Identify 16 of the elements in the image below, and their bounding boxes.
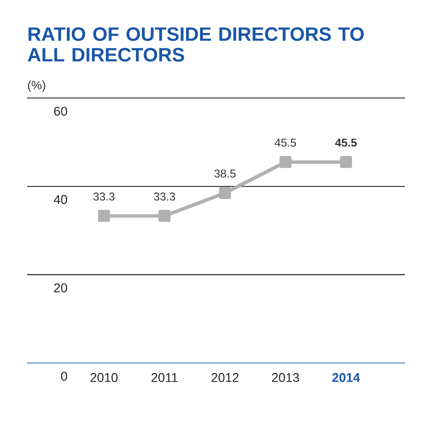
x-tick-label: 2011	[152, 373, 178, 382]
data-label: 45.5	[274, 138, 296, 147]
data-label: 38.5	[214, 170, 236, 178]
data-label: 45.5	[335, 138, 357, 147]
y-tick-label: 20	[54, 283, 68, 292]
x-tick-label: 2012	[212, 373, 238, 382]
chart-title: RATIO OF OUTSIDE DIRECTORS TO ALL DIRECTORS	[28, 27, 364, 62]
x-tick-label: 2010	[90, 373, 118, 382]
x-tick-label: 2013	[272, 373, 300, 382]
data-label: 33.3	[93, 192, 115, 201]
y-tick-label: 40	[54, 195, 68, 204]
x-tick-label: 2014	[332, 373, 360, 382]
y-tick-label: 0	[61, 372, 68, 381]
y-tick-label: 60	[54, 106, 68, 116]
y-axis-title: (%)	[28, 80, 46, 92]
data-label: 33.3	[154, 192, 176, 201]
